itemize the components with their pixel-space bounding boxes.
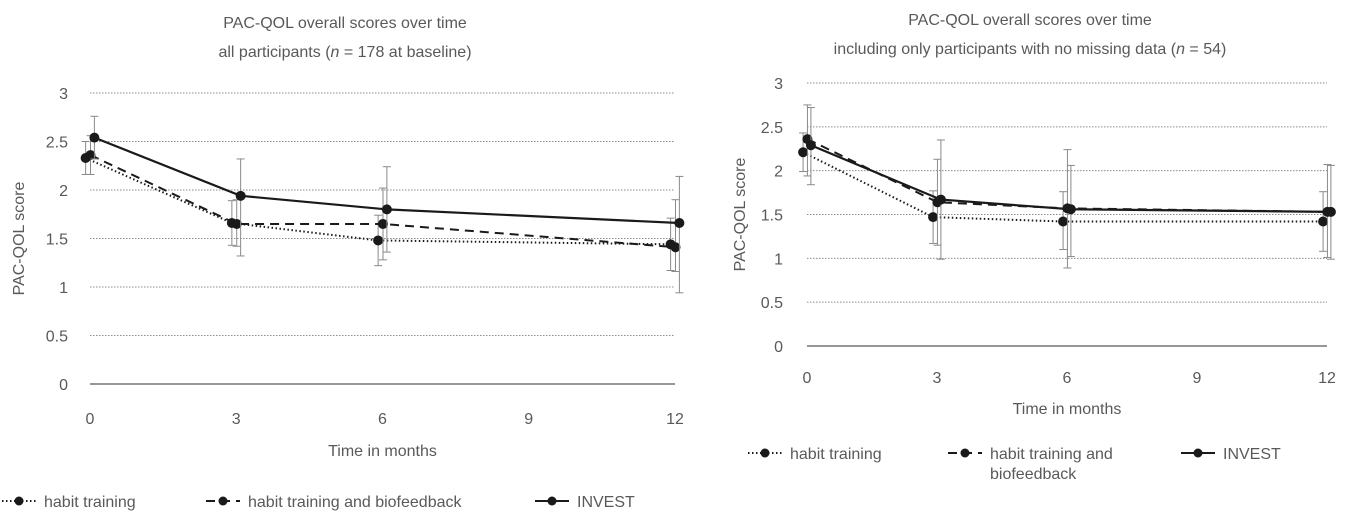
y-tick-label: 1.5	[46, 232, 68, 249]
x-tick-label: 3	[232, 411, 241, 428]
x-tick-label: 9	[1193, 370, 1202, 387]
legend-swatch-marker	[760, 448, 770, 458]
x-tick-label: 9	[524, 411, 533, 428]
data-point	[1065, 204, 1076, 215]
chart-all-participants: PAC-QOL overall scores over time all part…	[2, 15, 685, 511]
chart-title: PAC-QOL overall scores over time	[223, 15, 467, 32]
data-point	[381, 204, 392, 215]
data-point	[377, 218, 388, 229]
series-line	[90, 154, 676, 249]
y-tick-label: 1	[59, 280, 68, 297]
y-tick-label: 1.5	[761, 208, 783, 225]
chart-no-missing-data: PAC-QOL overall scores over time includin…	[732, 12, 1336, 483]
legend-label: habit training	[790, 446, 882, 463]
data-point	[935, 194, 946, 205]
series-line	[93, 136, 680, 225]
data-point	[674, 217, 685, 228]
x-axis-label: Time in months	[328, 443, 437, 460]
legend-swatch-marker	[1193, 448, 1203, 458]
data-point	[85, 150, 96, 161]
legend-swatch-marker	[218, 496, 228, 506]
series-line	[802, 151, 1324, 223]
y-axis-label: PAC-QOL score	[11, 182, 28, 296]
legend-swatch-marker	[14, 496, 24, 506]
y-tick-label: 2	[774, 164, 783, 181]
chart-subtitle: all participants (n = 178 at baseline)	[218, 44, 471, 61]
legend-swatch-marker	[547, 496, 557, 506]
x-tick-label: 12	[666, 411, 684, 428]
legend-label: habit training and biofeedback	[990, 446, 1113, 483]
data-point	[1318, 216, 1329, 227]
chart-panel-all-participants: PAC-QOL overall scores over time all part…	[2, 15, 685, 511]
y-tick-label: 2.5	[46, 135, 68, 152]
data-point	[670, 242, 681, 253]
x-tick-label: 6	[378, 411, 387, 428]
x-tick-label: 6	[1063, 370, 1072, 387]
chart-panel-no-missing-data: PAC-QOL overall scores over time includin…	[700, 0, 1350, 514]
legend-label: INVEST	[577, 494, 635, 511]
y-tick-label: 2.5	[761, 120, 783, 137]
y-tick-label: 0.5	[761, 295, 783, 312]
x-tick-label: 0	[803, 370, 812, 387]
series-line	[85, 157, 671, 246]
x-tick-label: 12	[1318, 370, 1336, 387]
data-point	[1058, 216, 1069, 227]
chart-title: PAC-QOL overall scores over time	[908, 12, 1152, 29]
legend-label: habit training and biofeedback	[248, 494, 462, 511]
data-point	[798, 147, 809, 158]
chart-subtitle: including only participants with no miss…	[834, 41, 1227, 58]
y-tick-label: 3	[774, 76, 783, 93]
y-tick-label: 1	[774, 251, 783, 268]
y-axis-label: PAC-QOL score	[732, 158, 749, 272]
y-tick-label: 2	[59, 183, 68, 200]
x-tick-label: 3	[933, 370, 942, 387]
data-point	[89, 132, 100, 143]
data-point	[235, 190, 246, 201]
y-tick-label: 0.5	[46, 329, 68, 346]
data-point	[373, 235, 384, 246]
data-point	[805, 140, 816, 151]
x-tick-label: 0	[86, 411, 95, 428]
legend-label: habit training	[44, 494, 136, 511]
data-point	[1325, 206, 1336, 217]
data-point	[928, 212, 939, 223]
series-line	[810, 144, 1331, 213]
data-point	[231, 218, 242, 229]
legend-swatch-marker	[960, 448, 970, 458]
x-axis-label: Time in months	[1013, 401, 1122, 418]
y-tick-label: 3	[59, 86, 68, 103]
y-tick-label: 0	[774, 339, 783, 356]
y-tick-label: 0	[59, 377, 68, 394]
legend-label: INVEST	[1223, 446, 1281, 463]
